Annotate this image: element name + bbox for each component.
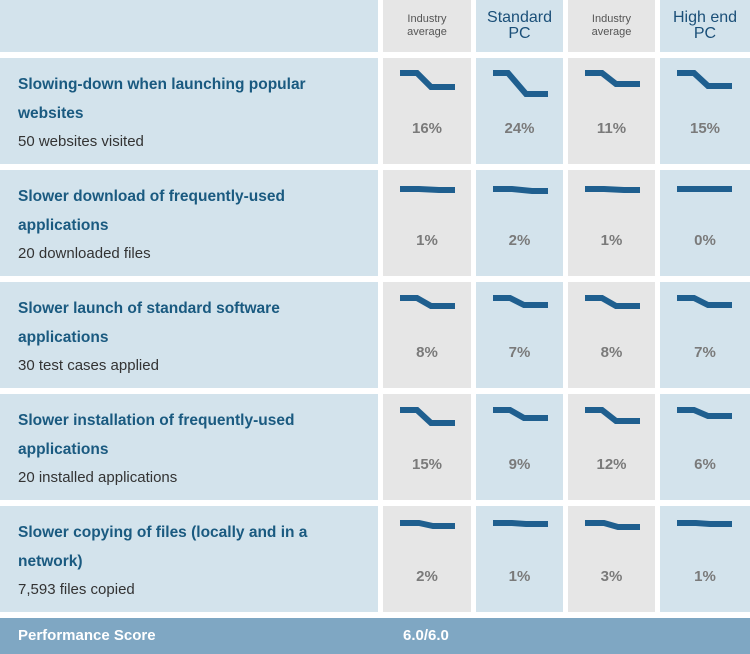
test-title: Slower download of frequently-used appli… <box>18 188 285 234</box>
result-value: 24% <box>504 120 535 137</box>
result-value: 0% <box>694 232 716 249</box>
header-col-4: High end PC <box>660 0 750 52</box>
header-col-1: Industry average <box>383 0 471 52</box>
test-title: Slowing-down when launching popular webs… <box>18 76 306 122</box>
test-title: Slower copying of files (locally and in … <box>18 524 308 570</box>
trend-graphic <box>400 295 455 309</box>
result-cell: 3% <box>568 506 655 612</box>
test-row-installation: Slower installation of frequently-used a… <box>0 394 378 500</box>
header-col-1-label: Industry average <box>407 13 447 38</box>
result-cell: 1% <box>476 506 563 612</box>
trend-graphic <box>400 520 455 529</box>
test-row-copying: Slower copying of files (locally and in … <box>0 506 378 612</box>
result-cell: 7% <box>476 282 563 388</box>
result-value: 6% <box>694 456 716 473</box>
result-value: 11% <box>596 120 627 137</box>
performance-score-bar: Performance Score 6.0/6.0 <box>0 618 750 654</box>
result-value: 12% <box>596 456 627 473</box>
result-cell: 1% <box>660 506 750 612</box>
result-value: 1% <box>416 232 438 249</box>
trend-graphic <box>677 295 732 308</box>
performance-score-label: Performance Score <box>18 627 156 644</box>
trend-graphic <box>400 70 455 90</box>
result-value: 7% <box>694 344 716 361</box>
result-cell: 8% <box>568 282 655 388</box>
result-cell: 15% <box>383 394 471 500</box>
result-cell: 9% <box>476 394 563 500</box>
trend-graphic <box>493 295 548 308</box>
trend-graphic <box>677 407 732 419</box>
result-value: 2% <box>508 232 531 249</box>
result-cell: 12% <box>568 394 655 500</box>
result-cell: 1% <box>568 170 655 276</box>
test-subtitle: 50 websites visited <box>18 133 144 150</box>
header-blank <box>0 0 378 52</box>
result-value: 2% <box>416 568 438 585</box>
trend-graphic <box>677 520 732 527</box>
trend-graphic <box>400 407 455 426</box>
result-value: 15% <box>411 456 443 473</box>
result-cell: 11% <box>568 58 655 164</box>
test-row-websites: Slowing-down when launching popular webs… <box>0 58 378 164</box>
result-cell: 2% <box>383 506 471 612</box>
result-cell: 7% <box>660 282 750 388</box>
result-value: 3% <box>600 568 623 585</box>
test-subtitle: 30 test cases applied <box>18 357 159 374</box>
trend-graphic <box>400 186 455 193</box>
test-subtitle: 7,593 files copied <box>18 581 135 598</box>
trend-graphic <box>585 520 640 530</box>
result-cell: 6% <box>660 394 750 500</box>
result-cell: 2% <box>476 170 563 276</box>
result-value: 1% <box>600 232 623 249</box>
result-value: 1% <box>508 568 531 585</box>
result-cell: 8% <box>383 282 471 388</box>
trend-graphic <box>493 407 548 421</box>
trend-graphic <box>677 186 732 192</box>
result-cell: 15% <box>660 58 750 164</box>
result-cell: 16% <box>383 58 471 164</box>
trend-graphic <box>585 186 640 193</box>
trend-graphic <box>493 186 548 194</box>
result-cell: 0% <box>660 170 750 276</box>
test-row-downloads: Slower download of frequently-used appli… <box>0 170 378 276</box>
test-row-launch: Slower launch of standard software appli… <box>0 282 378 388</box>
result-value: 16% <box>411 120 443 137</box>
trend-graphic <box>493 520 548 527</box>
header-col-4-label: High end PC <box>672 9 738 42</box>
header-col-2: Standard PC <box>476 0 563 52</box>
trend-graphic <box>585 70 640 87</box>
result-cell: 1% <box>383 170 471 276</box>
test-title: Slower launch of standard software appli… <box>18 300 280 346</box>
result-cell: 24% <box>476 58 563 164</box>
trend-graphic <box>493 70 548 97</box>
result-value: 8% <box>600 344 623 361</box>
header-col-3-label: Industry average <box>591 13 632 38</box>
result-value: 8% <box>416 344 438 361</box>
trend-graphic <box>585 295 640 309</box>
result-value: 9% <box>508 456 531 473</box>
result-value: 1% <box>694 568 716 585</box>
performance-score-value: 6.0/6.0 <box>403 627 449 644</box>
header-col-3: Industry average <box>568 0 655 52</box>
test-subtitle: 20 installed applications <box>18 469 178 486</box>
test-title: Slower installation of frequently-used a… <box>18 412 295 458</box>
result-value: 7% <box>508 344 531 361</box>
header-col-2-label: Standard PC <box>487 9 552 42</box>
trend-graphic <box>585 407 640 424</box>
trend-graphic <box>677 70 732 89</box>
test-subtitle: 20 downloaded files <box>18 245 151 262</box>
result-value: 15% <box>689 120 721 137</box>
